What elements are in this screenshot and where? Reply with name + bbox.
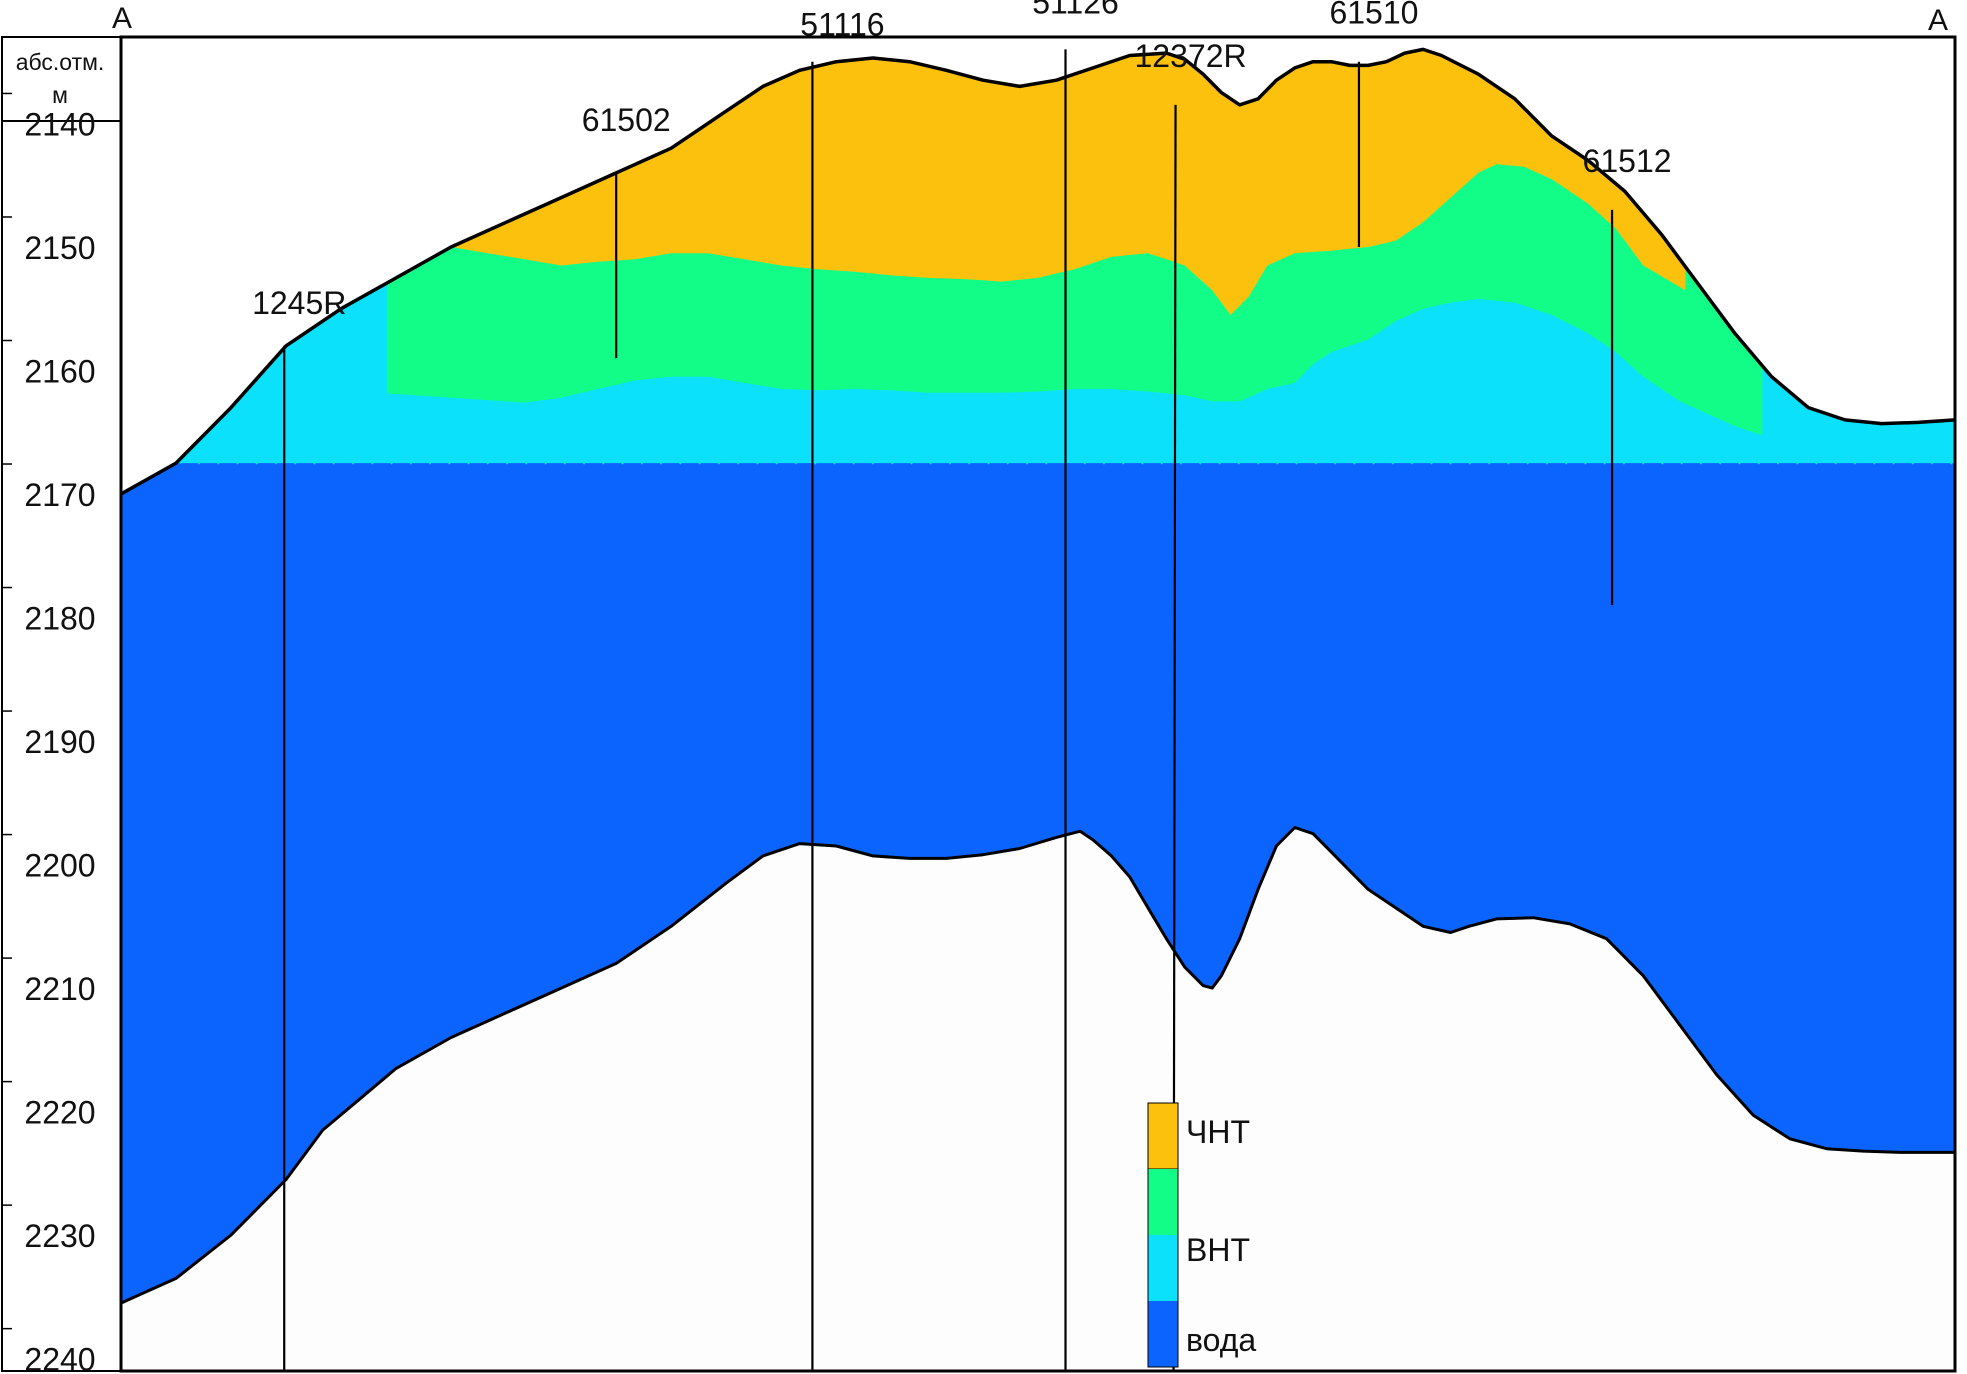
layer-boundaries [120,47,1956,1305]
depth-tick-label: 2140 [24,106,95,142]
depth-tick-label: 2200 [24,848,95,884]
reservoir-base-line [120,826,1955,1305]
well-label: 61510 [1329,0,1418,31]
depth-tick-label: 2190 [24,724,95,760]
depth-axis-title: абс.отм. [16,49,105,75]
depth-tick-label: 2180 [24,601,95,637]
depth-tick-label: 2210 [24,971,95,1007]
legend-swatch-water [1148,1301,1178,1367]
well-label: 61512 [1583,143,1672,179]
legend-frame [1147,1102,1179,1368]
legend-label-oil_heavy: ВНТ [1186,1232,1250,1268]
depth-tick-label: 2160 [24,354,95,390]
depth-tick-label: 2220 [24,1095,95,1131]
reservoir-layers [121,49,1955,1371]
depth-axis: 2140 2150 2160 2170 2180 2190 2200 2210 2220 2230… [2,92,96,1374]
depth-tick-label: 2170 [24,477,95,513]
well-label: 61502 [582,102,671,138]
water-contact-sawtooth [178,450,1955,465]
well-label: 12372R [1135,38,1247,74]
legend-label-water: вода [1186,1322,1256,1358]
reservoir-top-line [120,47,1956,496]
legend-swatch-transition [1148,1235,1178,1301]
depth-tick-label: 2230 [24,1218,95,1254]
legend-swatch-oil_heavy [1148,1169,1178,1235]
well-label: 51126 [1032,0,1119,20]
profile-end-label: A [1928,4,1948,37]
well-label: 1245R [252,285,346,321]
basement-area [121,827,1955,1371]
light-oil-zone [451,49,1686,315]
legend: ЧНТ ВНТ вода [1147,1102,1256,1368]
depth-axis-unit: м [52,82,68,108]
legend-swatch-oil_light [1147,1102,1179,1170]
depth-tick-label: 2240 [24,1342,95,1374]
plot-frame [119,35,1957,1373]
legend-label-oil_light: ЧНТ [1186,1114,1250,1150]
depth-tick-label: 2150 [24,230,95,266]
profile-start-label: A [112,2,132,35]
